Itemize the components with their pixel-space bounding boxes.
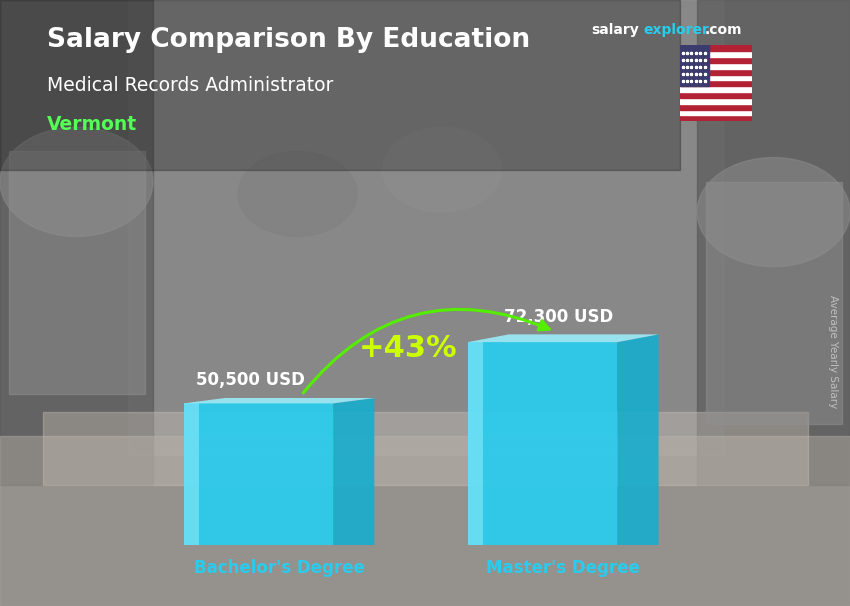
- Text: Salary Comparison By Education: Salary Comparison By Education: [47, 27, 530, 53]
- Circle shape: [238, 152, 357, 236]
- Text: salary: salary: [591, 23, 638, 37]
- Bar: [680, 81, 752, 86]
- Bar: [680, 45, 752, 52]
- Bar: [680, 104, 752, 110]
- Bar: [0, 436, 850, 606]
- Polygon shape: [184, 404, 199, 545]
- Polygon shape: [468, 342, 483, 545]
- Bar: [680, 86, 752, 92]
- Bar: [0, 0, 680, 170]
- Bar: [0, 0, 153, 485]
- Text: Master's Degree: Master's Degree: [486, 559, 640, 578]
- Text: Bachelor's Degree: Bachelor's Degree: [194, 559, 365, 578]
- Text: 72,300 USD: 72,300 USD: [504, 308, 614, 325]
- Bar: [42, 412, 807, 485]
- Bar: [680, 57, 752, 63]
- Bar: [697, 0, 850, 485]
- Circle shape: [0, 127, 153, 236]
- Bar: [680, 92, 752, 98]
- Polygon shape: [184, 398, 374, 404]
- Text: .com: .com: [705, 23, 742, 37]
- Bar: [680, 98, 752, 104]
- Bar: [680, 75, 752, 81]
- Bar: [8, 152, 144, 394]
- Bar: [680, 68, 752, 75]
- Text: 50,500 USD: 50,500 USD: [196, 371, 305, 389]
- Text: Vermont: Vermont: [47, 115, 137, 134]
- Circle shape: [697, 158, 850, 267]
- Polygon shape: [468, 342, 617, 545]
- Text: Average Yearly Salary: Average Yearly Salary: [828, 295, 838, 408]
- Text: Medical Records Administrator: Medical Records Administrator: [47, 76, 333, 95]
- Bar: [680, 110, 752, 115]
- Bar: [680, 115, 752, 121]
- Text: +43%: +43%: [359, 335, 457, 364]
- Bar: [706, 182, 842, 424]
- Bar: [680, 52, 752, 57]
- Bar: [680, 45, 709, 86]
- Bar: [680, 63, 752, 68]
- Polygon shape: [184, 404, 333, 545]
- Polygon shape: [333, 398, 374, 545]
- Polygon shape: [617, 335, 659, 545]
- Circle shape: [382, 127, 501, 212]
- Bar: [128, 0, 722, 454]
- Text: explorer: explorer: [643, 23, 709, 37]
- Polygon shape: [468, 335, 659, 342]
